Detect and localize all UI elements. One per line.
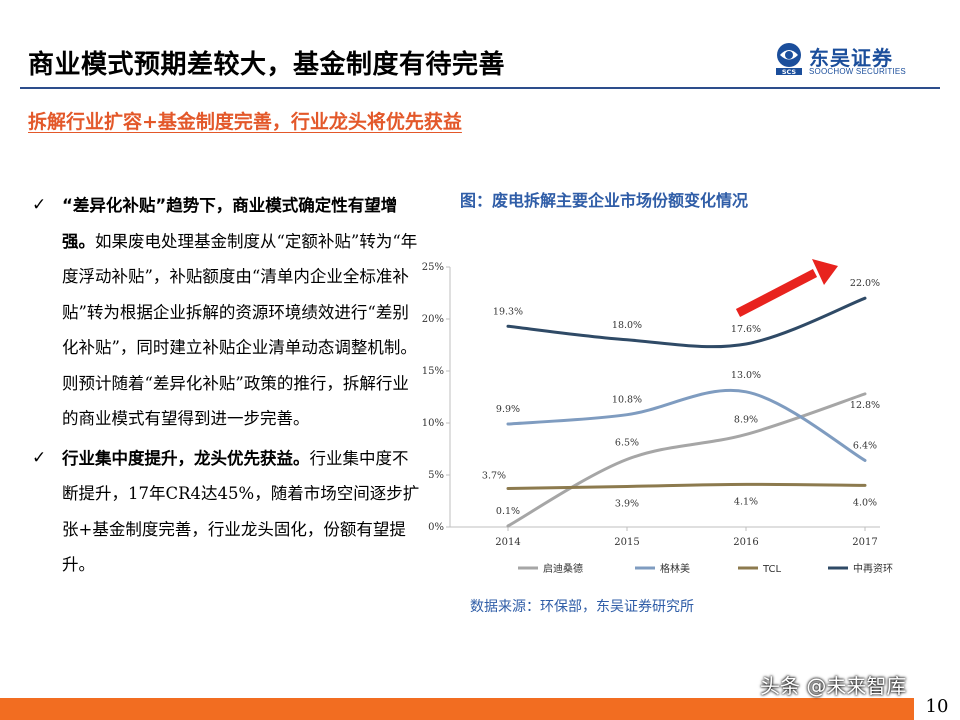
legend-label: 格林美: [660, 562, 690, 575]
data-source: 数据来源：环保部，东吴证券研究所: [470, 599, 694, 615]
x-tick-label: 2017: [852, 537, 877, 548]
y-tick-label: 0%: [428, 522, 444, 533]
data-label: 17.6%: [731, 324, 761, 335]
y-tick-label: 20%: [422, 314, 444, 325]
data-label: 19.3%: [493, 306, 523, 317]
bullet-heading: “差异化补贴”趋势下，商业模式确定性有望增强。: [62, 196, 398, 251]
series-line-启迪桑德: [506, 392, 867, 528]
bullet-item: ✓ “差异化补贴”趋势下，商业模式确定性有望增强。如果废电处理基金制度从“定额补…: [32, 188, 422, 437]
series-line-TCL: [506, 482, 867, 491]
logo-english-name: SOOCHOW SECURITIES: [809, 67, 906, 76]
footer-bar: [0, 698, 960, 720]
y-tick-label: 10%: [422, 418, 444, 429]
data-label: 13.0%: [731, 370, 761, 381]
checkmark-icon: ✓: [32, 195, 47, 215]
x-tick-label: 2014: [495, 537, 520, 548]
data-label: 18.0%: [612, 320, 642, 331]
logo-mark-icon: SCS: [776, 43, 802, 76]
logo-mark-text: SCS: [782, 68, 797, 76]
y-tick-label: 25%: [422, 262, 444, 273]
data-label: 6.5%: [615, 437, 639, 448]
chart-title: 图：废电拆解主要企业市场份额变化情况: [460, 191, 749, 210]
trend-arrow-head: [812, 259, 838, 285]
data-label: 8.9%: [734, 414, 758, 425]
x-tick-label: 2016: [733, 537, 758, 548]
series-line-中再资环: [506, 296, 867, 349]
data-label: 9.9%: [496, 404, 520, 415]
watermark: 头条 @未来智库: [760, 674, 907, 698]
page-title: 商业模式预期差较大，基金制度有待完善: [28, 50, 506, 80]
y-tick-label: 5%: [428, 470, 444, 481]
y-tick-label: 15%: [422, 366, 444, 377]
data-label: 3.7%: [482, 471, 506, 482]
checkmark-icon: ✓: [32, 447, 47, 468]
logo-chinese-name: 东吴证券: [809, 46, 893, 70]
company-logo: SCS 东吴证券 SOOCHOW SECURITIES: [772, 42, 922, 78]
header-divider: [20, 87, 940, 89]
legend-label: 中再资环: [853, 562, 893, 575]
bullet-heading: 行业集中度提升，龙头优先获益。: [62, 448, 310, 468]
data-label: 12.8%: [850, 400, 880, 411]
data-label: 4.0%: [853, 497, 877, 508]
data-label: 0.1%: [496, 506, 520, 517]
data-label: 4.1%: [734, 496, 758, 507]
bullet-item: ✓ 行业集中度提升，龙头优先获益。行业集中度不断提升，17年CR4达45%，随着…: [32, 441, 422, 583]
data-label: 10.8%: [612, 395, 642, 406]
section-subtitle: 拆解行业扩容+基金制度完善，行业龙头将优先获益: [28, 111, 462, 133]
bullet-list: ✓ “差异化补贴”趋势下，商业模式确定性有望增强。如果废电处理基金制度从“定额补…: [32, 188, 422, 587]
data-label: 6.4%: [853, 440, 877, 451]
series-line-格林美: [506, 388, 867, 462]
bullet-text: 行业集中度不断提升，17年CR4达45%，随着市场空间逐步扩张+基金制度完善，行…: [62, 448, 420, 575]
legend-label: TCL: [762, 564, 782, 575]
data-label: 3.9%: [615, 498, 639, 509]
legend-label: 启迪桑德: [543, 562, 583, 575]
trend-arrow-shaft: [735, 269, 818, 317]
bullet-text: 如果废电处理基金制度从“定额补贴”转为“年度浮动补贴”，补贴额度由“清单内企业全…: [62, 231, 418, 429]
x-tick-label: 2015: [614, 537, 639, 548]
page-number: 10: [914, 694, 960, 720]
data-label: 22.0%: [850, 278, 880, 289]
market-share-line-chart: 0% 5% 10% 15% 20% 25% 2014 2015 2016 2017 0.1% 6.5%…: [422, 259, 893, 575]
